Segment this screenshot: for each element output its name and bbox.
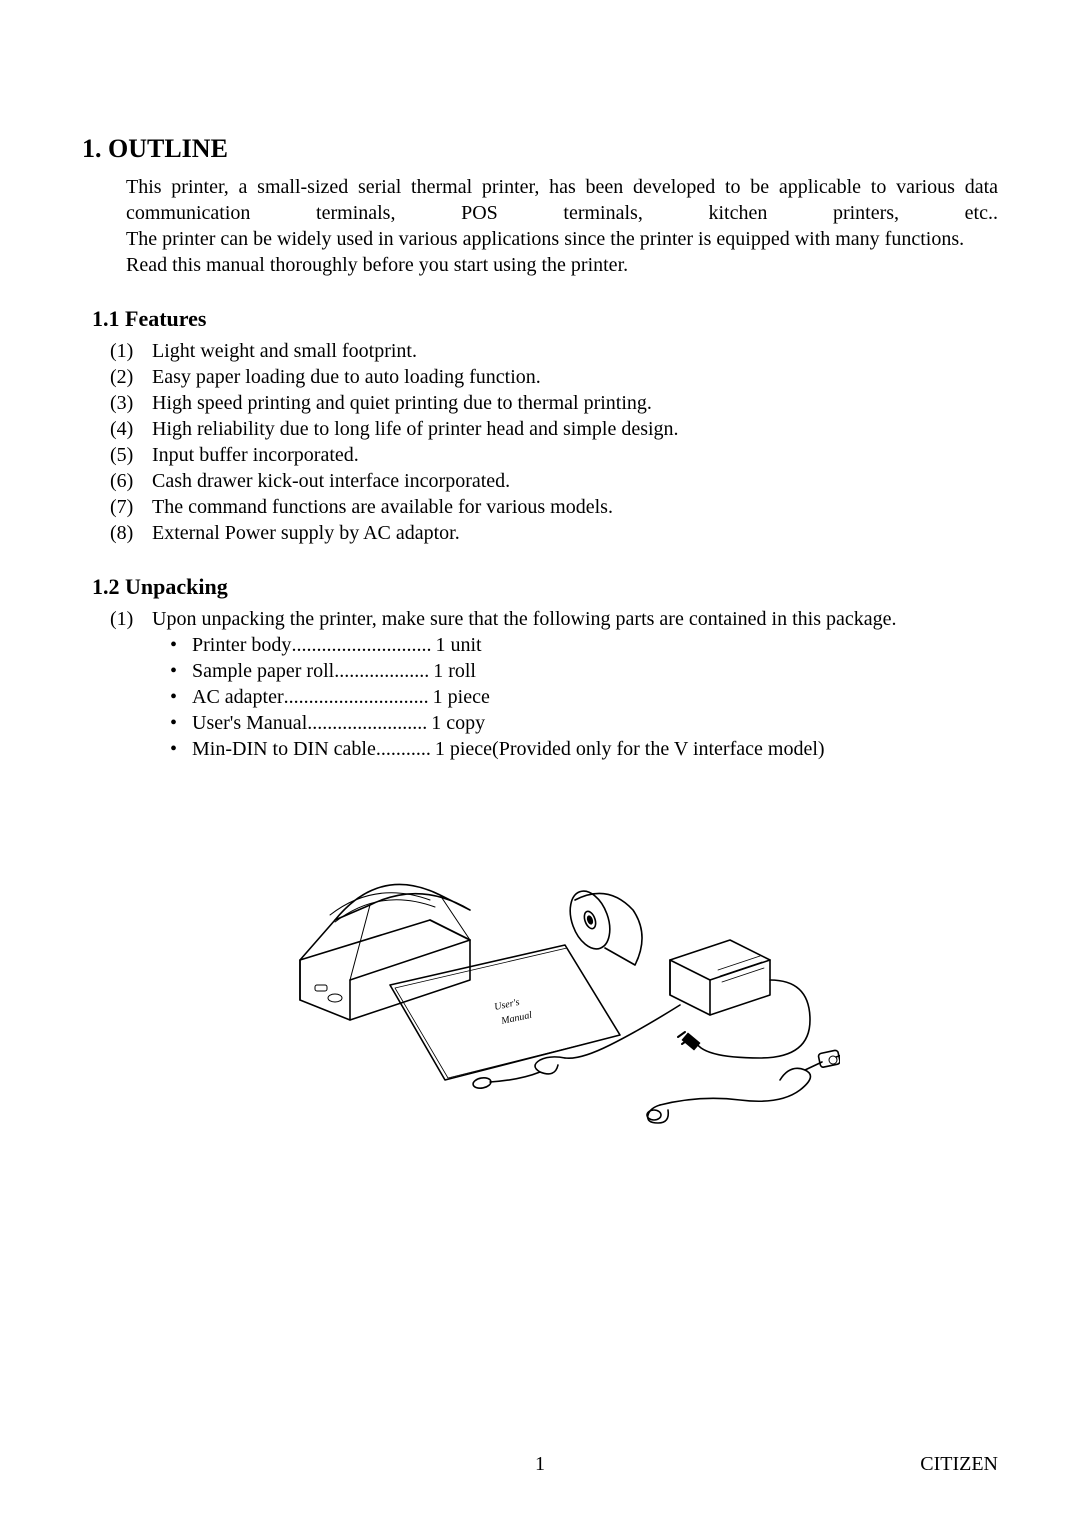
unpacking-lead-text: Upon unpacking the printer, make sure th… (152, 606, 897, 632)
bullet-item: •Printer body...........................… (170, 632, 998, 658)
feature-num: (8) (110, 520, 152, 546)
intro-block: This printer, a small-sized serial therm… (82, 174, 998, 278)
feature-text: Cash drawer kick-out interface incorpora… (152, 468, 998, 494)
bullet-label: Min-DIN to DIN cable (192, 736, 376, 762)
bullet-item: •Min-DIN to DIN cable...........1 piece(… (170, 736, 998, 762)
feature-num: (4) (110, 416, 152, 442)
svg-text:User's: User's (493, 997, 520, 1013)
feature-text: High speed printing and quiet printing d… (152, 390, 998, 416)
bullet-dots: ........... (376, 736, 431, 762)
bullet-icon: • (170, 684, 192, 710)
bullet-dots: ................... (334, 658, 429, 684)
feature-text: High reliability due to long life of pri… (152, 416, 998, 442)
unpacking-figure: User's Manual (82, 810, 998, 1140)
feature-num: (6) (110, 468, 152, 494)
feature-text: Light weight and small footprint. (152, 338, 998, 364)
feature-item: (5)Input buffer incorporated. (110, 442, 998, 468)
bullet-dots: ........................ (307, 710, 427, 736)
feature-item: (3)High speed printing and quiet printin… (110, 390, 998, 416)
feature-num: (1) (110, 338, 152, 364)
feature-item: (7)The command functions are available f… (110, 494, 998, 520)
bullet-qty: 1 copy (427, 710, 485, 736)
intro-line-2: The printer can be widely used in variou… (126, 226, 998, 252)
unpacking-lead: (1) Upon unpacking the printer, make sur… (82, 606, 998, 632)
printer-kit-illustration: User's Manual (240, 810, 840, 1140)
bullet-icon: • (170, 736, 192, 762)
bullet-label: User's Manual (192, 710, 307, 736)
feature-text: External Power supply by AC adaptor. (152, 520, 998, 546)
bullet-item: •Sample paper roll...................1 r… (170, 658, 998, 684)
bullet-label: Sample paper roll (192, 658, 334, 684)
feature-num: (7) (110, 494, 152, 520)
unpacking-title: 1.2 Unpacking (82, 574, 998, 600)
feature-text: The command functions are available for … (152, 494, 998, 520)
page-number: 1 (535, 1453, 545, 1476)
bullet-qty: 1 piece (429, 684, 490, 710)
footer-brand: CITIZEN (920, 1453, 998, 1476)
unpacking-bullets: •Printer body...........................… (82, 632, 998, 762)
feature-num: (3) (110, 390, 152, 416)
svg-text:Manual: Manual (499, 1010, 533, 1027)
bullet-item: •User's Manual........................1 … (170, 710, 998, 736)
features-list: (1)Light weight and small footprint. (2)… (82, 338, 998, 546)
feature-text: Easy paper loading due to auto loading f… (152, 364, 998, 390)
bullet-dots: ............................ (291, 632, 431, 658)
bullet-icon: • (170, 632, 192, 658)
bullet-qty: 1 unit (431, 632, 481, 658)
page-footer: 1 CITIZEN (82, 1453, 998, 1476)
bullet-icon: • (170, 658, 192, 684)
intro-line-1: This printer, a small-sized serial therm… (126, 174, 998, 226)
feature-text: Input buffer incorporated. (152, 442, 998, 468)
bullet-label: AC adapter (192, 684, 284, 710)
bullet-icon: • (170, 710, 192, 736)
feature-item: (8)External Power supply by AC adaptor. (110, 520, 998, 546)
feature-item: (6)Cash drawer kick-out interface incorp… (110, 468, 998, 494)
feature-num: (5) (110, 442, 152, 468)
features-title: 1.1 Features (82, 306, 998, 332)
bullet-item: •AC adapter.............................… (170, 684, 998, 710)
feature-item: (2)Easy paper loading due to auto loadin… (110, 364, 998, 390)
section-title: 1. OUTLINE (82, 134, 998, 164)
bullet-label: Printer body (192, 632, 291, 658)
bullet-qty: 1 piece(Provided only for the V interfac… (431, 736, 825, 762)
feature-item: (1)Light weight and small footprint. (110, 338, 998, 364)
unpacking-lead-num: (1) (110, 606, 152, 632)
feature-item: (4)High reliability due to long life of … (110, 416, 998, 442)
intro-line-3: Read this manual thoroughly before you s… (126, 252, 998, 278)
bullet-dots: ............................. (284, 684, 429, 710)
feature-num: (2) (110, 364, 152, 390)
bullet-qty: 1 roll (429, 658, 476, 684)
